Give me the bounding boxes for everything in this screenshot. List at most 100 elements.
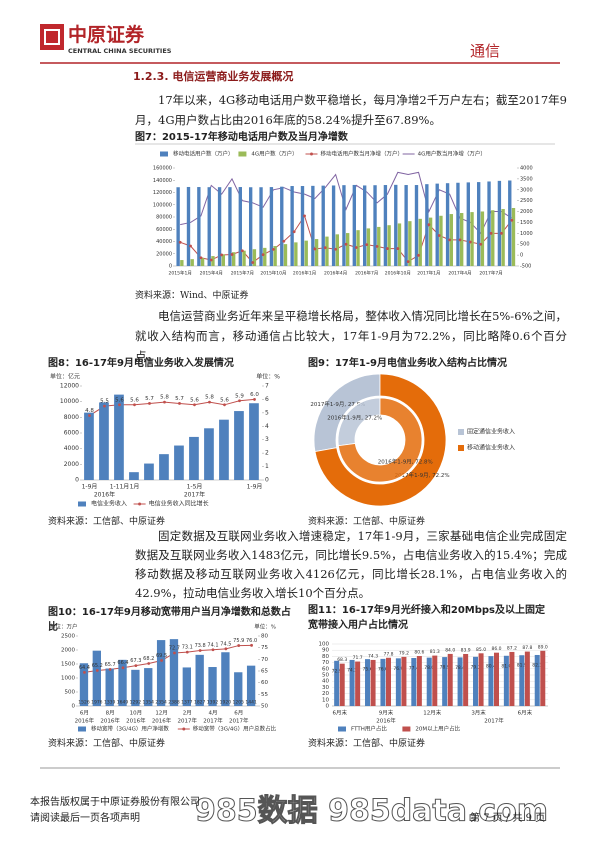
bar: [355, 661, 361, 706]
legend-marker: [138, 502, 142, 506]
line-marker: [313, 247, 317, 251]
legend-swatch: [458, 429, 464, 435]
data-label: 2016年1-9月, 27.2%: [327, 414, 382, 422]
y-tick-label: 500: [65, 690, 76, 696]
x-tick-label: 6月末: [332, 709, 347, 717]
x-group-label: 2017年: [229, 717, 249, 725]
logo-icon: [40, 24, 64, 50]
data-label: 5.9: [235, 393, 244, 399]
bar: [263, 247, 267, 266]
bar: [314, 239, 319, 266]
y2-tick-label: 3: [265, 436, 269, 443]
data-label: 2388: [168, 700, 180, 706]
bar: [470, 212, 474, 266]
data-label: 80.6: [414, 650, 424, 656]
y-tick-label: 30: [322, 685, 329, 691]
bar: [356, 230, 360, 266]
y2-axis-label: 单位：%: [254, 623, 276, 631]
data-label: 74.3: [347, 667, 357, 673]
bar: [435, 183, 439, 266]
legend-swatch: [458, 445, 464, 451]
bar: [84, 412, 94, 480]
figure-caption: 图9：17年1-9月电信业务收入结构占比情况: [308, 358, 507, 369]
bar: [501, 209, 505, 266]
y-tick-label: 50: [322, 673, 329, 679]
bar: [200, 258, 205, 266]
x-tick-label: 2015年1月: [169, 270, 192, 277]
line-marker: [386, 247, 389, 250]
data-label: 4.8: [85, 408, 94, 414]
x-tick-label: 6月: [234, 710, 243, 717]
legend-label: 电信业务收入: [91, 500, 127, 508]
donut-segment: [314, 373, 447, 507]
line-marker: [253, 398, 256, 401]
y2-tick-label: 500: [520, 242, 530, 248]
legend-swatch: [238, 151, 247, 157]
bar: [217, 187, 222, 266]
bar: [365, 659, 371, 706]
data-label: 76.9: [393, 666, 403, 672]
line-marker: [95, 669, 99, 672]
x-group-label: 2017年: [178, 717, 198, 725]
paragraph: 电信运营商业务近年来呈平稳增长格局，整体收入情况同比增长在5%-6%之间，就收入…: [135, 309, 567, 363]
data-label: 73.8: [195, 643, 206, 649]
line-marker: [230, 253, 234, 256]
bar: [197, 187, 201, 266]
data-label: 1292: [130, 700, 142, 706]
bar: [335, 234, 339, 266]
bar: [508, 180, 512, 266]
x-tick-label: 3月末: [471, 709, 486, 717]
bar: [373, 185, 377, 266]
y2-tick-label: 3000: [520, 187, 533, 193]
data-label: 1377: [181, 700, 193, 706]
line-marker: [147, 662, 151, 665]
y-tick-label: 10: [322, 697, 329, 703]
paragraph: 17年以来，4G移动电话用户数平稳增长，每月净增2千万户左右；截至2017年9月…: [135, 93, 567, 127]
notice: 请阅读最后一页各项声明: [30, 813, 140, 824]
data-label: 77.8: [383, 651, 393, 657]
line-marker: [458, 238, 462, 242]
bar: [404, 185, 408, 266]
legend-marker: [310, 152, 313, 156]
figure-source: 资料来源：工信部、中原证券: [48, 739, 166, 749]
bar: [397, 223, 402, 266]
bar: [311, 185, 315, 266]
legend-label: 移动电话用户数当月净增（万户）: [321, 150, 404, 158]
line-marker: [178, 402, 181, 405]
data-label: 76.0: [246, 638, 257, 644]
line-marker: [427, 223, 431, 227]
data-label: 69.5: [156, 653, 167, 659]
y2-tick-label: -500: [520, 264, 531, 270]
y-tick-label: 0: [326, 704, 330, 710]
x-tick-label: 2015年10月: [260, 270, 286, 277]
line-marker: [396, 247, 400, 250]
x-tick-label: 6月: [80, 710, 89, 717]
y-axis-label: 单位：万户: [50, 623, 78, 631]
bar: [503, 655, 509, 706]
x-tick-label: 1-9月: [247, 484, 263, 491]
bar: [439, 215, 443, 266]
legend-label: 电信业务收入同比增长: [149, 500, 209, 508]
figure-source: 资料来源：Wind、中原证券: [135, 291, 249, 301]
line-marker: [209, 258, 213, 262]
bar: [273, 246, 277, 266]
data-label: 74.3: [368, 653, 378, 659]
bar: [195, 654, 204, 706]
x-tick-label: 1月: [130, 484, 140, 491]
data-label: 78.4: [455, 665, 465, 671]
bar: [234, 672, 243, 706]
bar: [280, 186, 284, 266]
bar: [416, 656, 422, 706]
bar: [487, 181, 491, 266]
x-group-label: 2016年: [100, 717, 120, 725]
chart: 0200004000060000800001000001200001400001…: [153, 150, 533, 277]
bar: [428, 217, 433, 266]
y2-tick-label: 6: [265, 396, 269, 403]
data-label: 72.9: [332, 668, 342, 674]
bar: [207, 187, 211, 266]
bar: [259, 187, 263, 266]
bar: [494, 652, 499, 706]
legend-label: 移动通信业务收入: [467, 444, 515, 452]
line-marker: [199, 256, 203, 260]
y-tick-label: 6000: [64, 430, 79, 437]
